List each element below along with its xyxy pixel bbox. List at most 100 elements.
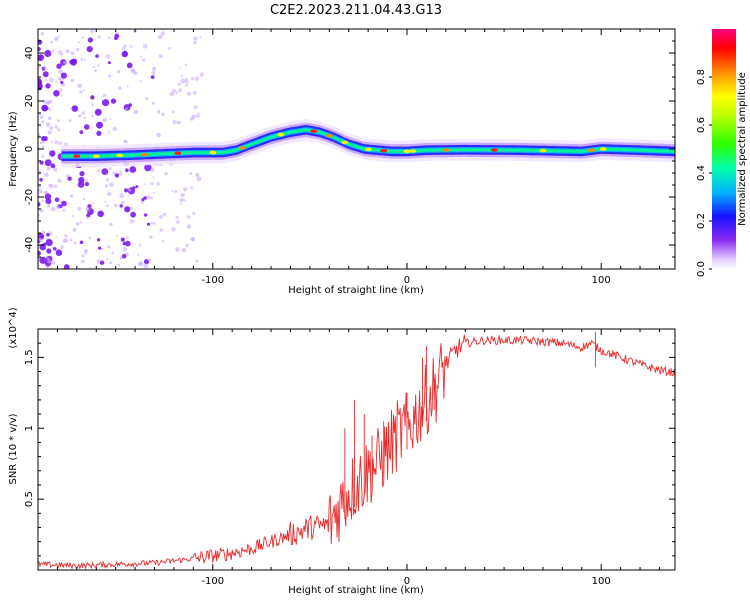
noise-blob (138, 261, 143, 266)
noise-blob (39, 160, 44, 165)
noise-blob (192, 211, 196, 215)
noise-blob (121, 253, 127, 259)
noise-blob (102, 99, 110, 107)
noise-blob (104, 200, 107, 203)
noise-blob (143, 183, 146, 186)
noise-blob (183, 199, 186, 202)
y-tick-label: -40 (24, 237, 35, 253)
noise-blob (98, 246, 102, 250)
noise-blob (59, 200, 62, 203)
noise-blob (161, 112, 165, 117)
noise-blob (86, 46, 93, 53)
noise-blob (91, 104, 94, 107)
y-tick-label: 1.5 (24, 349, 35, 365)
ridge-hotspot (588, 148, 595, 152)
noise-blob (44, 49, 52, 58)
noise-blob (138, 243, 142, 247)
noise-blob (164, 171, 168, 176)
noise-blob (59, 78, 62, 81)
noise-blob (48, 108, 52, 111)
noise-blob (177, 120, 181, 125)
noise-blob (81, 111, 85, 115)
noise-blob (89, 216, 92, 219)
noise-blob (45, 198, 52, 205)
noise-blob (192, 90, 197, 95)
noise-blob (42, 71, 49, 78)
colorbar-tick-label: 0.6 (696, 117, 707, 133)
noise-blob (69, 194, 74, 198)
noise-blob (135, 185, 139, 189)
noise-blob (118, 171, 123, 176)
noise-blob (145, 97, 149, 100)
noise-blob (56, 63, 62, 69)
noise-blob (102, 93, 107, 98)
noise-blob (94, 210, 97, 213)
noise-blob (38, 232, 44, 240)
x-tick-label: 100 (592, 576, 611, 587)
noise-blob (79, 90, 83, 94)
noise-blob (75, 222, 80, 226)
noise-blob (77, 181, 85, 188)
noise-blob (53, 90, 60, 97)
noise-blob (91, 115, 94, 118)
noise-blob (152, 192, 155, 194)
noise-blob (130, 211, 137, 218)
ridge-hotspot (409, 149, 417, 153)
noise-blob (45, 100, 51, 105)
snr-y-multiplier: (x10^4) (8, 307, 19, 348)
ridge-hotspot (380, 148, 388, 153)
noise-blob (128, 188, 132, 192)
noise-blob (102, 117, 107, 123)
colorbar-ticks: 0.0 0.2 0.4 0.6 0.8 (696, 69, 712, 277)
noise-blob (177, 82, 181, 86)
noise-blob (50, 163, 56, 169)
noise-blob (70, 78, 75, 83)
noise-blob (73, 241, 77, 245)
y-tick-label: 40 (24, 47, 35, 60)
noise-blob (109, 222, 113, 227)
noise-blob (43, 65, 47, 70)
noise-blob (124, 140, 128, 144)
noise-blob (83, 116, 86, 120)
noise-blob (151, 70, 156, 75)
ridge-hotspot (403, 149, 411, 154)
noise-blob (38, 237, 44, 242)
noise-blob (171, 190, 174, 193)
y-tick-label: 0.5 (24, 491, 35, 507)
noise-blob (55, 249, 63, 256)
noise-blob (172, 120, 177, 125)
noise-blob (195, 173, 200, 177)
noise-blob (122, 241, 127, 246)
noise-blob (156, 109, 161, 114)
noise-blob (51, 49, 55, 53)
noise-blob (92, 202, 95, 205)
noise-blob (54, 197, 60, 203)
noise-blob (60, 94, 63, 97)
noise-blob (178, 88, 182, 93)
noise-blob (47, 116, 52, 121)
noise-blob (129, 166, 137, 173)
noise-blob (78, 114, 82, 118)
noise-blob (60, 72, 67, 79)
spectrogram-y-label: Frequency (Hz) (8, 111, 19, 187)
noise-blob (109, 117, 112, 120)
noise-blob (57, 178, 62, 183)
noise-blob (52, 247, 57, 251)
noise-blob (107, 36, 111, 40)
noise-blob (193, 105, 198, 110)
noise-blob (85, 182, 89, 187)
noise-blob (38, 47, 41, 52)
noise-blob (41, 104, 49, 112)
noise-blob (68, 119, 72, 122)
noise-blob (63, 238, 69, 243)
noise-blob (147, 222, 151, 226)
noise-blob (41, 230, 46, 234)
snr-panel: -100 0 100 0.5 1 1.5 Height of straight line … (8, 307, 676, 596)
noise-blob (79, 221, 83, 224)
ridge-hotspot (490, 148, 498, 152)
noise-blob (85, 207, 90, 212)
noise-blob (119, 204, 123, 208)
noise-blob (41, 140, 45, 144)
noise-blob (38, 250, 41, 257)
